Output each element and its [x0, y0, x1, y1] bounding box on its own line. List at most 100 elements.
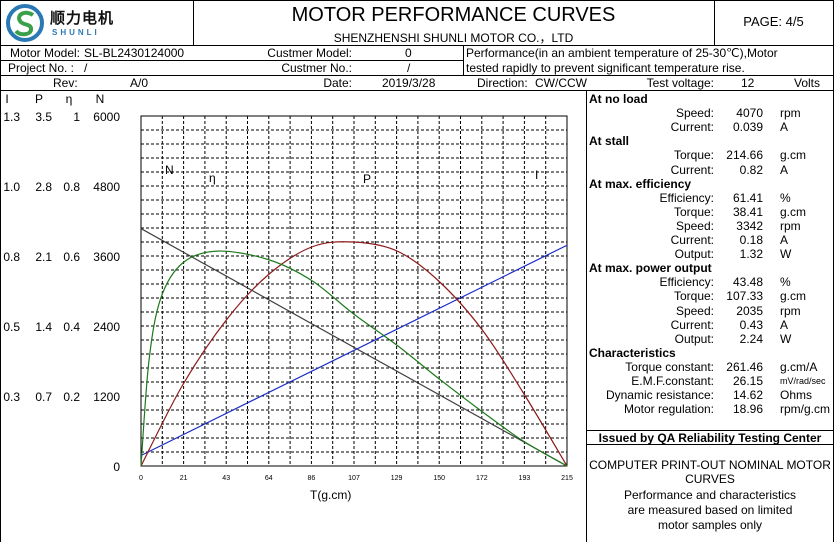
- axis-n-value: 4800: [93, 180, 120, 194]
- x-tick-label: 64: [265, 475, 273, 482]
- spec-value: 61.41: [732, 190, 763, 205]
- axis-header-p: P: [34, 92, 43, 106]
- spec-unit: g.cm: [780, 148, 807, 163]
- x-tick-label: 129: [391, 475, 403, 482]
- spec-unit: A: [780, 233, 789, 247]
- axis-p-value: 2.1: [35, 250, 52, 264]
- spec-label: Output:: [674, 247, 714, 262]
- spec-label: Current:: [670, 317, 714, 332]
- spec-unit: rpm: [780, 106, 801, 121]
- logo-sub: SHUNLI: [52, 28, 100, 37]
- spec-unit: A: [780, 317, 789, 332]
- axis-n-value: 6000: [93, 110, 120, 124]
- x-tick-label: 150: [433, 475, 445, 482]
- spec-value: 18.96: [732, 402, 763, 417]
- project-no-label: Project No. :: [7, 61, 74, 75]
- spec-value: 1.32: [739, 247, 763, 262]
- spec-unit: rpm: [780, 303, 801, 318]
- spec-unit: g.cm/A: [780, 359, 818, 374]
- spec-value: 38.41: [732, 204, 763, 219]
- note-line-1: Performance(in an ambient temperature of…: [466, 46, 778, 60]
- axis-n-value: 3600: [93, 250, 120, 264]
- test-voltage-unit: Volts: [794, 76, 821, 90]
- axis-header-i: I: [5, 92, 9, 106]
- customer-model-value: 0: [405, 46, 412, 60]
- axis-n-value: 2400: [93, 320, 120, 334]
- test-voltage-value: 12: [741, 76, 755, 90]
- footer-note-5: motor samples only: [657, 518, 763, 532]
- axis-i-value: 0.8: [3, 250, 20, 264]
- axis-eta-value: 0.2: [63, 390, 80, 404]
- chart-grid: [140, 115, 568, 467]
- curve-label-p: P: [363, 172, 371, 186]
- footer-note-2: CURVES: [685, 472, 735, 486]
- spec-value: 14.62: [732, 388, 763, 403]
- company-name: SHENZHENSHI SHUNLI MOTOR CO.，LTD: [333, 31, 574, 45]
- spec-label: Torque:: [673, 148, 714, 163]
- spec-value: 214.66: [726, 148, 763, 163]
- spec-unit: rpm/g.cm: [780, 402, 831, 417]
- footer-note-3: Performance and characteristics: [623, 488, 797, 502]
- axis-p-value: 2.8: [35, 180, 52, 194]
- spec-label: Efficiency:: [659, 190, 714, 205]
- spec-value: 2035: [736, 303, 763, 318]
- x-tick-label: 172: [476, 475, 488, 482]
- axis-n-value: 0: [113, 460, 120, 474]
- spec-unit: A: [780, 162, 789, 177]
- axis-i-value: 1.3: [3, 110, 20, 124]
- spec-label: Torque:: [673, 204, 714, 219]
- date-value: 2019/3/28: [382, 76, 436, 90]
- spec-unit: A: [780, 120, 789, 135]
- spec-section-max-power: At max. power output: [589, 261, 712, 276]
- axis-i-value: 0.3: [3, 390, 20, 404]
- x-axis-label: T(g.cm): [310, 488, 352, 502]
- spec-value: 107.33: [726, 289, 763, 304]
- spec-label: Current:: [670, 120, 714, 135]
- issued-by: Issued by QA Reliability Testing Center: [598, 431, 822, 445]
- spec-unit: g.cm: [780, 204, 807, 219]
- spec-unit: W: [780, 247, 792, 262]
- spec-label: Motor regulation:: [623, 402, 714, 417]
- axis-eta-value: 1: [73, 110, 80, 124]
- test-voltage-label: Test voltage:: [646, 76, 714, 90]
- customer-no-label: Custmer No.:: [281, 61, 352, 75]
- spec-label: Output:: [674, 331, 714, 346]
- curve-label-i: I: [535, 168, 538, 182]
- logo-mark-icon: [6, 4, 44, 42]
- spec-value: 0.039: [732, 120, 763, 135]
- spec-unit: Ohms: [780, 388, 813, 403]
- spec-unit: W: [780, 331, 792, 346]
- rev-value: A/0: [130, 76, 149, 90]
- note-line-2: tested rapidly to prevent significant te…: [466, 61, 745, 75]
- motor-model-label: Motor Model:: [9, 46, 80, 60]
- spec-value: 43.48: [732, 275, 763, 290]
- direction-label: Direction:: [477, 76, 528, 90]
- speed-curve: [140, 228, 568, 467]
- spec-value: 2.24: [739, 331, 763, 346]
- spec-unit: rpm: [780, 218, 801, 233]
- spec-value: 0.43: [739, 317, 763, 332]
- axis-header-n: N: [95, 92, 105, 106]
- power-curve: [140, 241, 568, 467]
- x-tick-label: 215: [561, 475, 573, 482]
- x-tick-label: 21: [180, 475, 188, 482]
- direction-value: CW/CCW: [535, 76, 587, 90]
- spec-label: Speed:: [675, 106, 714, 121]
- spec-section-stall: At stall: [589, 134, 630, 149]
- logo-name: 顺力电机: [50, 10, 115, 27]
- spec-section-no-load: At no load: [589, 92, 648, 106]
- spec-label: E.M.F.constant:: [631, 374, 714, 388]
- spec-label: Efficiency:: [659, 275, 714, 290]
- project-no-value: /: [84, 61, 88, 75]
- spec-label: Speed:: [675, 303, 714, 318]
- date-label: Date:: [323, 76, 352, 90]
- x-tick-label: 0: [139, 475, 143, 482]
- spec-label: Current:: [670, 233, 714, 247]
- spec-section-max-eff: At max. efficiency: [589, 176, 692, 191]
- motor-model-value: SL-BL2430124000: [84, 46, 185, 60]
- axis-n-value: 1200: [93, 390, 120, 404]
- customer-no-value: /: [407, 61, 411, 75]
- efficiency-curve: [140, 250, 568, 467]
- page-number: PAGE: 4/5: [743, 14, 804, 29]
- spec-section-characteristics: Characteristics: [589, 345, 676, 360]
